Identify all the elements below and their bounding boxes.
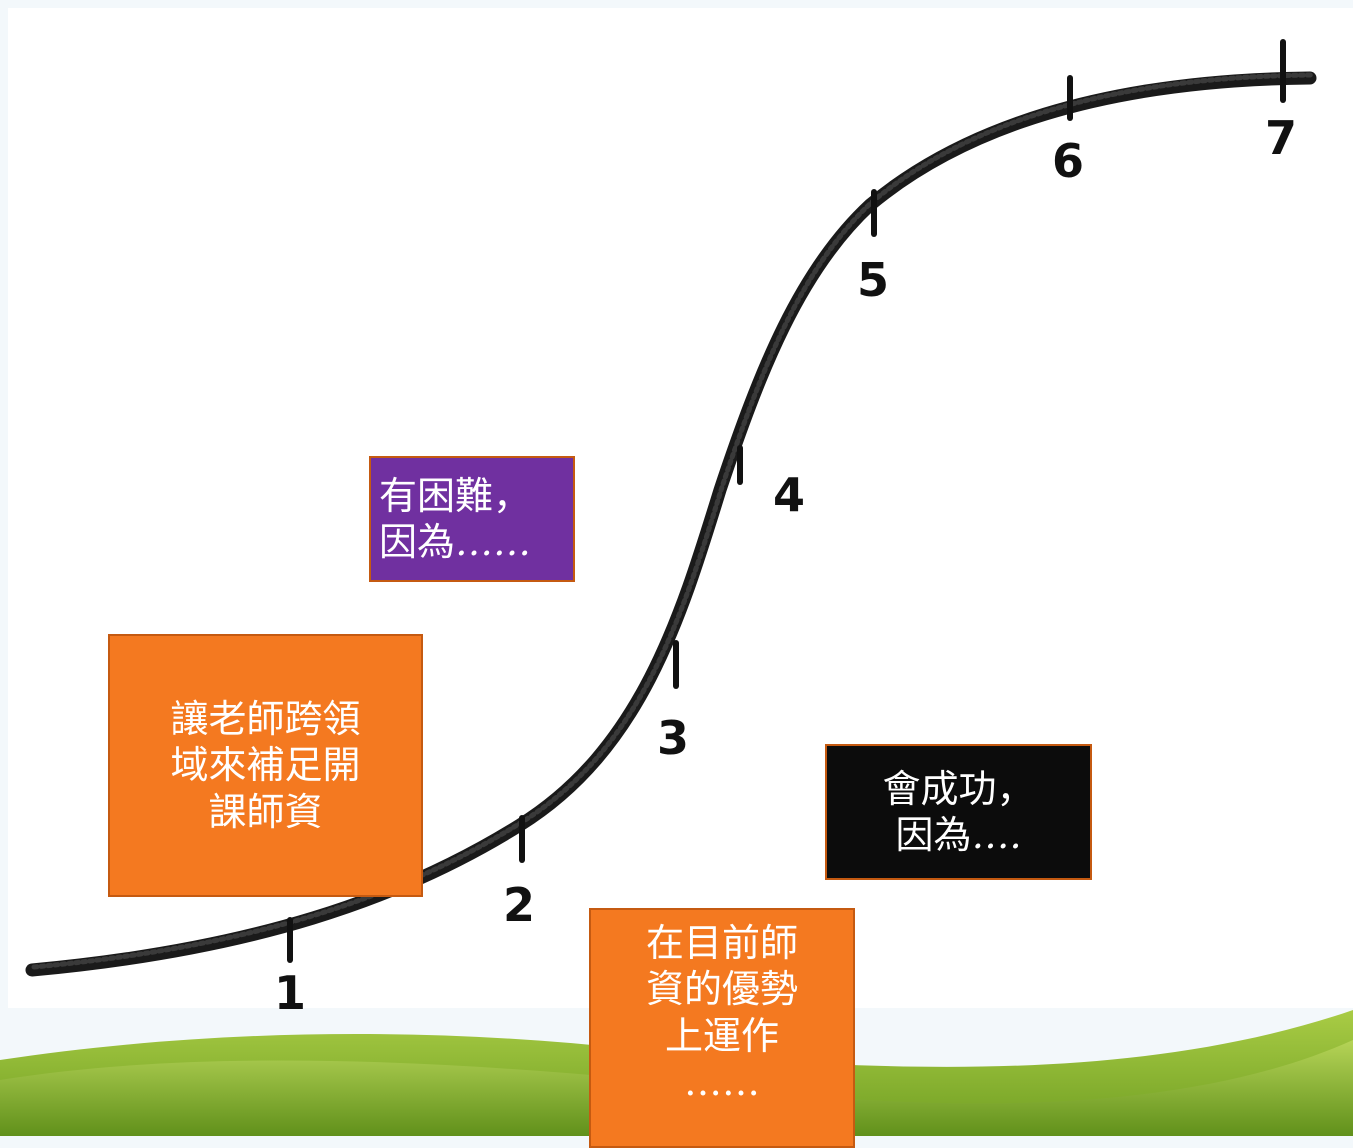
tick-label-2: 2: [503, 878, 536, 932]
strength-note-line-1: 在目前師: [645, 921, 798, 965]
tick-label-5: 5: [857, 253, 890, 307]
strength-note: 在目前師 資的優勢 上運作 ……: [589, 908, 855, 1148]
curve-ticks: [287, 39, 1286, 963]
cross-domain-note-line-2: 域來補足開: [170, 743, 361, 788]
strength-note-line-3: 上運作: [664, 1013, 779, 1058]
cross-domain-note-line-3: 課師資: [208, 789, 323, 834]
success-note-because: 因為: [895, 813, 972, 857]
tick-label-1: 1: [274, 966, 307, 1020]
difficulty-note-ellipsis: ……: [455, 520, 532, 564]
difficulty-note-line-2: 因為……: [379, 519, 531, 565]
strength-note-line-4: ……: [684, 1060, 760, 1105]
cross-domain-note: 讓老師跨領 域來補足開 課師資: [108, 634, 423, 897]
success-note-ellipsis: ….: [971, 813, 1022, 857]
success-note-line-1: 會成功，: [882, 766, 1035, 811]
cross-domain-note-line-1: 讓老師跨領: [170, 696, 361, 741]
strength-note-line-2: 資的優勢: [645, 967, 798, 1012]
tick-label-3: 3: [657, 711, 690, 765]
success-note: 會成功， 因為….: [825, 744, 1092, 880]
tick-label-7: 7: [1265, 111, 1298, 165]
difficulty-note-line-1: 有困難，: [379, 473, 532, 518]
tick-label-6: 6: [1052, 134, 1085, 188]
difficulty-note-because: 因為: [379, 520, 456, 564]
difficulty-note: 有困難， 因為……: [369, 456, 575, 582]
tick-label-4: 4: [773, 468, 806, 522]
success-note-line-2: 因為….: [895, 812, 1021, 858]
